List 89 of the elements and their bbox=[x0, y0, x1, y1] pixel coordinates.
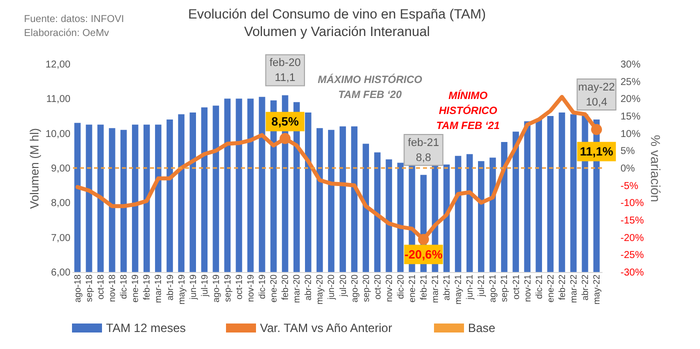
y2-tick-label: 30% bbox=[620, 60, 641, 70]
x-tick-label: ago-19 bbox=[210, 274, 221, 303]
x-tick-label: may-19 bbox=[176, 274, 186, 305]
point bbox=[280, 133, 291, 144]
y2-tick-label: -5% bbox=[620, 180, 638, 192]
source-note: Fuente: datos: INFOVI bbox=[24, 13, 124, 27]
y2-tick-label: -10% bbox=[620, 198, 644, 210]
x-tick-label: jul-20 bbox=[338, 274, 348, 298]
x-tick-label: mar-20 bbox=[292, 274, 302, 304]
x-tick-label: dic-19 bbox=[257, 274, 268, 300]
data-label: -20,6% bbox=[404, 247, 443, 262]
x-tick-label: abr-21 bbox=[442, 274, 452, 301]
x-tick-label: abr-19 bbox=[164, 274, 175, 301]
x-tick-label: mar-22 bbox=[568, 274, 578, 304]
text: Elaboración: OeMv bbox=[24, 27, 110, 41]
x-tick-label: may-21 bbox=[453, 274, 464, 305]
x-tick-label: mar-19 bbox=[153, 274, 164, 304]
point bbox=[591, 124, 602, 135]
annotation: MÁXIMO HISTÓRICO TAM FEB ‘20 bbox=[318, 73, 422, 101]
x-tick-label: dic-21 bbox=[534, 274, 544, 300]
x-tick-label: ago-18 bbox=[72, 274, 82, 303]
y2-tick-label: -20% bbox=[620, 232, 644, 244]
x-tick-label: feb-19 bbox=[142, 274, 152, 300]
x-tick-label: jun-19 bbox=[188, 274, 198, 301]
data-label: 8,8 bbox=[416, 152, 432, 164]
x-tick-label: ene-21 bbox=[406, 274, 417, 303]
x-tick-label: jun-20 bbox=[326, 274, 336, 301]
y2-tick-label: 15% bbox=[620, 112, 641, 122]
y-tick-label: 11,00 bbox=[46, 94, 71, 106]
x-tick-label: ene-19 bbox=[130, 274, 140, 303]
x-tick-label: ago-20 bbox=[349, 274, 360, 303]
x-tick-label: sep-19 bbox=[222, 274, 232, 302]
x-tick-label: sep-21 bbox=[499, 274, 510, 302]
y-tick-label: 7,00 bbox=[51, 232, 71, 244]
chart-title: Evolución del Consumo de vino en España (TAM) bbox=[188, 6, 486, 22]
legend-label: Var. TAM vs Año Anterior bbox=[260, 321, 392, 335]
y2-tick-label: 5% bbox=[620, 146, 636, 158]
y-tick-label: 9,00 bbox=[51, 164, 71, 174]
y2-tick-label: -25% bbox=[620, 250, 644, 262]
x-tick-label: sep-18 bbox=[84, 274, 94, 302]
x-tick-label: may-22 bbox=[592, 274, 602, 305]
x-tick-label: feb-22 bbox=[556, 274, 567, 300]
point bbox=[418, 234, 429, 245]
y-axis-title: Volumen (M hl) bbox=[27, 128, 42, 209]
x-tick-label: nov-19 bbox=[245, 274, 256, 302]
x-tick-label: abr-20 bbox=[303, 274, 314, 301]
data-label: 8,5% bbox=[271, 114, 300, 129]
y2-tick-label: -30% bbox=[620, 268, 644, 278]
annotation: feb-21 bbox=[408, 136, 440, 149]
x-tick-label: ago-21 bbox=[488, 274, 498, 303]
x-tick-label: nov-20 bbox=[384, 274, 394, 302]
y-tick-label: 6,00 bbox=[51, 268, 71, 278]
legend-label: TAM 12 meses bbox=[106, 321, 186, 335]
x-tick-label: oct-18 bbox=[96, 274, 106, 300]
data-label: 10,4 bbox=[586, 96, 608, 108]
x-tick-label: abr-22 bbox=[580, 274, 590, 301]
x-tick-label: dic-20 bbox=[395, 274, 406, 300]
x-tick-label: nov-18 bbox=[107, 274, 118, 302]
y-tick-label: 10,00 bbox=[45, 128, 71, 140]
y2-axis-title: % variación bbox=[648, 134, 663, 202]
x-tick-label: oct-19 bbox=[234, 274, 244, 300]
y2-tick-label: 20% bbox=[620, 94, 641, 106]
x-tick-label: ene-22 bbox=[545, 274, 556, 303]
x-tick-label: jul-21 bbox=[476, 274, 486, 298]
y2-tick-label: 25% bbox=[620, 76, 641, 88]
y2-tick-label: -15% bbox=[620, 216, 644, 226]
x-tick-label: sep-20 bbox=[360, 274, 371, 302]
x-tick-label: mar-21 bbox=[430, 274, 440, 304]
annotation: may-22 bbox=[578, 81, 615, 94]
x-tick-label: nov-21 bbox=[522, 274, 532, 302]
x-tick-label: dic-18 bbox=[118, 274, 129, 300]
annotation: feb-20 bbox=[269, 57, 301, 70]
data-label: 11,1 bbox=[274, 72, 296, 84]
y2-tick-label: 10% bbox=[620, 128, 641, 140]
x-tick-label: oct-21 bbox=[510, 274, 521, 300]
x-tick-label: ene-20 bbox=[268, 274, 279, 303]
x-tick-label: feb-20 bbox=[280, 274, 290, 300]
legend-label: Base bbox=[468, 321, 496, 335]
x-tick-label: jul-19 bbox=[199, 274, 210, 298]
data-label: 11,1% bbox=[580, 144, 614, 159]
y-tick-label: 12,00 bbox=[45, 60, 71, 70]
annotation: MÍNIMO HISTÓRICO TAM FEB ‘21 bbox=[436, 89, 500, 132]
x-tick-label: oct-20 bbox=[372, 274, 382, 300]
chart-subtitle: Volumen y Variación Interanual bbox=[244, 24, 430, 40]
x-tick-label: jun-21 bbox=[464, 274, 475, 301]
x-tick-label: may-20 bbox=[314, 274, 325, 305]
y2-tick-label: 0% bbox=[620, 164, 636, 174]
x-tick-label: feb-21 bbox=[418, 274, 429, 300]
y-tick-label: 8,00 bbox=[51, 198, 71, 210]
